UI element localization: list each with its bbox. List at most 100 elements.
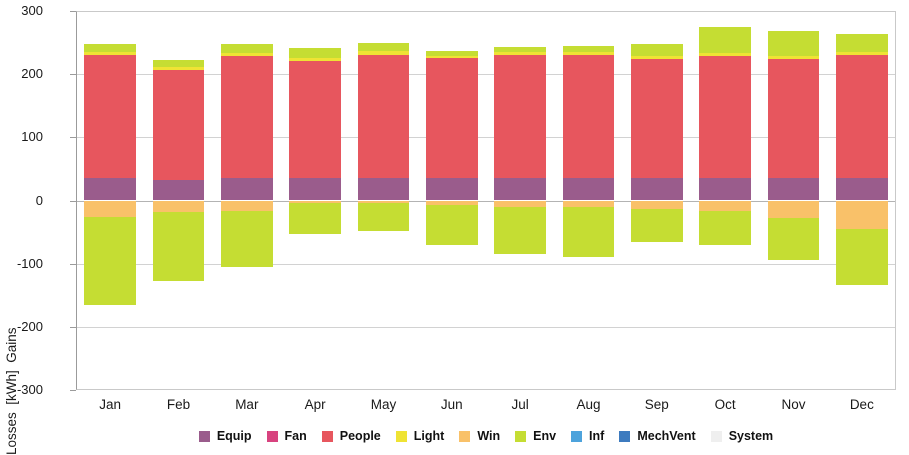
bar-segment-win-jun xyxy=(425,200,478,205)
bar-segment-people-apr xyxy=(289,60,342,179)
bar-segment-light-jan xyxy=(84,52,137,56)
legend-swatch-equip-icon xyxy=(198,430,210,442)
bar-segment-win-sep xyxy=(630,200,683,210)
legend-swatch-inf-icon xyxy=(571,430,583,442)
bar-segment-env-dec xyxy=(835,228,888,286)
bar-segment-equip-feb xyxy=(152,180,205,201)
legend-label: System xyxy=(728,429,774,443)
bar-segment-equip-jul xyxy=(494,177,547,201)
y-axis: 300 200 100 0 -100 -200 -300 xyxy=(0,0,76,455)
bar-segment-equip-dec xyxy=(835,177,888,201)
legend-item-light: Light xyxy=(395,429,445,443)
y-tick-mark xyxy=(70,263,76,265)
y-tick-mark xyxy=(70,137,76,139)
bar-segment-env-feb xyxy=(152,60,205,68)
bar-segment-env-may xyxy=(357,43,410,52)
y-tick-mark xyxy=(70,200,76,202)
bar-segment-env-jun xyxy=(425,204,478,246)
bar-segment-light-jul xyxy=(494,52,547,56)
y-tick-label: 200 xyxy=(21,66,43,82)
x-tick-label: Nov xyxy=(781,397,806,412)
bar-segment-people-oct xyxy=(699,55,752,178)
legend-item-fan: Fan xyxy=(266,429,307,443)
bar-segment-win-mar xyxy=(220,200,273,212)
bar-segment-env-jul xyxy=(494,207,547,254)
legend-swatch-fan-icon xyxy=(266,430,278,442)
bar-segment-equip-apr xyxy=(289,178,342,201)
bar-segment-light-oct xyxy=(699,52,752,56)
legend-item-inf: Inf xyxy=(571,429,604,443)
x-tick-label: Apr xyxy=(304,397,326,412)
gridline xyxy=(77,74,895,76)
x-tick-label: Oct xyxy=(714,397,736,412)
bar-segment-env-oct xyxy=(699,210,752,245)
y-tick-label: 300 xyxy=(21,3,43,18)
legend-label: Env xyxy=(533,429,557,443)
y-tick-mark xyxy=(70,326,76,328)
bar-segment-light-nov xyxy=(767,55,820,59)
bar-segment-env-nov xyxy=(767,31,820,56)
legend-item-mechvent: MechVent xyxy=(619,429,696,443)
bar-segment-people-sep xyxy=(630,59,683,179)
bar-segment-env-mar xyxy=(220,43,273,53)
legend-label: Light xyxy=(413,429,445,443)
legend-item-env: Env xyxy=(515,429,556,443)
bar-segment-light-jun xyxy=(425,55,478,59)
legend-item-people: People xyxy=(321,429,381,443)
legend-label: Equip xyxy=(216,429,252,443)
bar-segment-win-jan xyxy=(84,200,137,217)
gridline xyxy=(77,137,895,139)
bar-segment-people-aug xyxy=(562,55,615,178)
bar-segment-equip-jun xyxy=(425,178,478,201)
bar-segment-light-dec xyxy=(835,52,888,56)
legend-label: Inf xyxy=(589,429,605,443)
bar-segment-people-jan xyxy=(84,55,137,178)
x-tick-label: Sep xyxy=(644,397,669,412)
bar-segment-light-apr xyxy=(289,57,342,61)
legend-label: Fan xyxy=(284,429,307,443)
x-tick-label: Jun xyxy=(440,397,463,412)
bar-segment-env-feb xyxy=(152,211,205,281)
x-tick-label: Aug xyxy=(576,397,601,412)
x-tick-label: May xyxy=(370,397,397,412)
legend-label: People xyxy=(339,429,381,443)
y-tick-label: 100 xyxy=(21,129,43,145)
bar-segment-win-may xyxy=(357,200,410,204)
plot-area xyxy=(76,11,896,390)
legend-swatch-mechvent-icon xyxy=(619,430,631,442)
bar-segment-env-aug xyxy=(562,46,615,53)
bar-segment-equip-mar xyxy=(220,177,273,201)
legend-swatch-env-icon xyxy=(515,430,527,442)
bar-segment-equip-nov xyxy=(767,178,820,201)
bar-segment-equip-oct xyxy=(699,177,752,201)
y-tick-mark xyxy=(70,390,76,391)
bar-segment-env-may xyxy=(357,203,410,232)
legend-swatch-win-icon xyxy=(459,430,471,442)
x-tick-label: Dec xyxy=(849,397,874,412)
bar-segment-people-feb xyxy=(152,69,205,181)
bar-segment-people-nov xyxy=(767,59,820,179)
legend-swatch-people-icon xyxy=(321,430,333,442)
y-tick-label: 0 xyxy=(35,192,43,208)
bar-segment-env-jun xyxy=(425,50,478,56)
legend-item-win: Win xyxy=(459,429,500,443)
bar-segment-equip-sep xyxy=(630,178,683,201)
bar-segment-env-aug xyxy=(562,206,615,258)
gridline xyxy=(77,263,895,265)
x-tick-label: Feb xyxy=(166,397,191,412)
bar-segment-people-jul xyxy=(494,55,547,178)
bar-segment-env-dec xyxy=(835,33,888,53)
legend-label: MechVent xyxy=(637,429,696,443)
bar-segment-win-aug xyxy=(562,200,615,207)
bar-segment-light-mar xyxy=(220,52,273,56)
legend-label: Win xyxy=(477,429,501,443)
bar-segment-win-nov xyxy=(767,200,820,219)
bar-segment-env-nov xyxy=(767,218,820,260)
bar-segment-people-dec xyxy=(835,55,888,178)
y-tick-mark xyxy=(70,74,76,76)
x-tick-label: Jan xyxy=(99,397,122,412)
bar-segment-env-sep xyxy=(630,209,683,243)
bar-segment-env-sep xyxy=(630,43,683,56)
bar-segment-equip-jan xyxy=(84,177,137,201)
